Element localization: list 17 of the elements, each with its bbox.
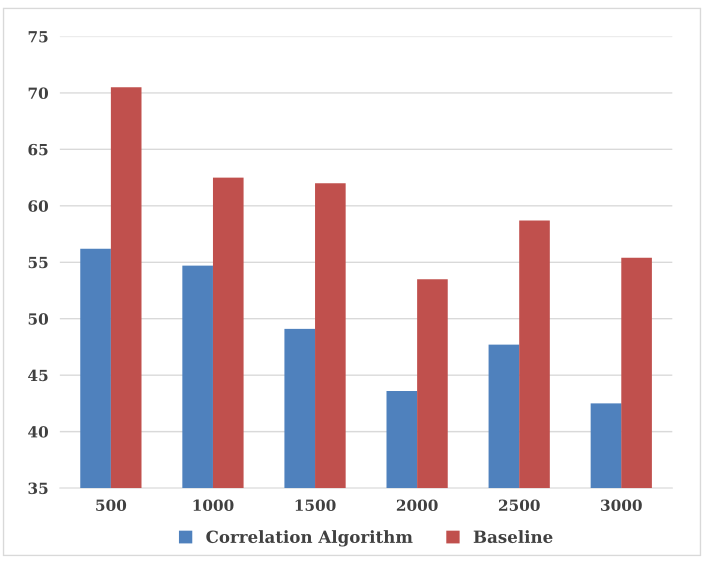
y-tick-label: 40 [28, 426, 48, 438]
y-tick-label: 60 [28, 200, 48, 212]
y-tick-label: 50 [28, 313, 48, 325]
x-tick-label: 500 [96, 499, 126, 512]
x-tick-label: 1000 [194, 499, 234, 512]
y-tick-label: 70 [28, 87, 48, 99]
y-tick-label: 55 [28, 256, 48, 268]
y-tick-label: 65 [28, 144, 48, 156]
x-tick-label: 2000 [396, 499, 438, 512]
y-tick-label: 35 [28, 482, 48, 494]
x-tick-label: 2500 [498, 499, 540, 512]
x-tick-label: 3000 [601, 499, 642, 512]
y-tick-label: 45 [28, 370, 48, 382]
x-tick-label: 1500 [296, 499, 336, 512]
legend-label: Correlation Algorithm [206, 530, 413, 547]
y-tick-label: 75 [28, 31, 48, 42]
legend-label: Baseline [474, 530, 552, 544]
